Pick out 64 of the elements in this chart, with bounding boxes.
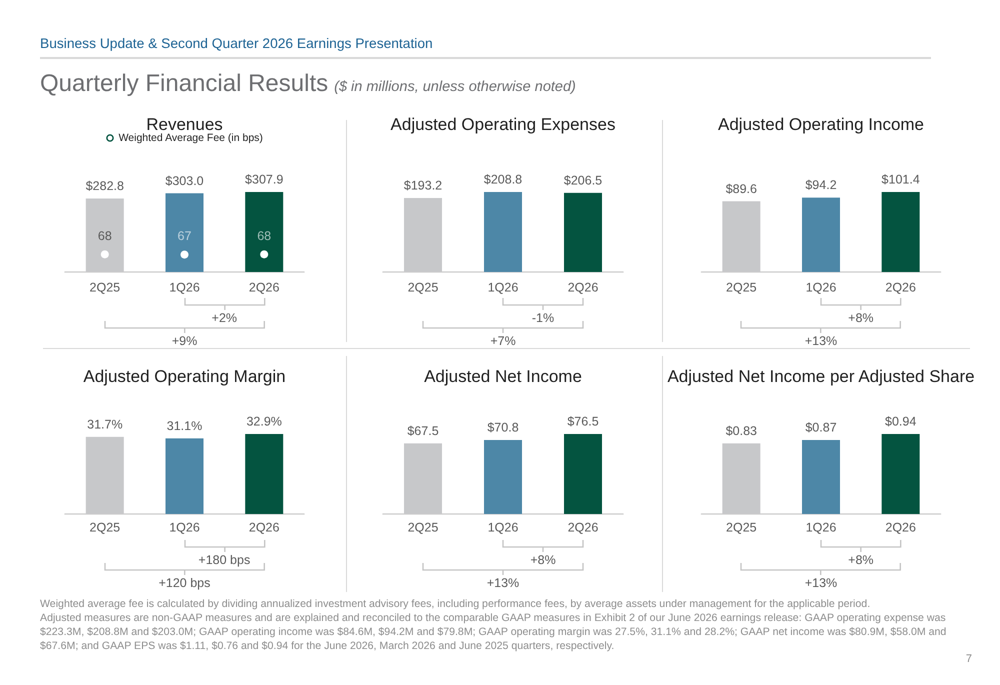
text: +13% bbox=[804, 576, 838, 590]
data-label: $101.4 bbox=[882, 172, 920, 186]
x-tick-label: 2Q26 bbox=[568, 280, 598, 294]
x-tick-label: 2Q26 bbox=[885, 520, 916, 534]
x-tick-label: 2Q25 bbox=[726, 280, 757, 294]
text: +8% bbox=[848, 311, 874, 325]
x-tick-label: 1Q26 bbox=[806, 280, 836, 294]
text: -1% bbox=[532, 311, 554, 325]
data-label: 31.1% bbox=[166, 418, 202, 433]
text: +2% bbox=[212, 311, 238, 325]
data-label: 68 bbox=[257, 228, 272, 243]
chart-title: Adjusted Net Income bbox=[424, 367, 582, 386]
data-label: $89.6 bbox=[726, 182, 758, 196]
x-tick-label: 2Q25 bbox=[90, 280, 120, 294]
x-tick-label: 2Q26 bbox=[248, 520, 280, 534]
chart-title: Revenues bbox=[146, 115, 223, 134]
data-label: $307.9 bbox=[245, 172, 284, 186]
data-label: $193.2 bbox=[404, 178, 442, 192]
x-tick-label: 2Q25 bbox=[90, 520, 120, 534]
data-label: $206.5 bbox=[564, 173, 602, 188]
text: +120 bps bbox=[158, 576, 210, 590]
data-label: $0.94 bbox=[885, 414, 916, 428]
text: +8% bbox=[848, 553, 874, 567]
data-label: $76.5 bbox=[567, 414, 599, 428]
text: Business Update & Second Quarter 2026 Earnings Presentation bbox=[40, 36, 433, 51]
data-label: $303.0 bbox=[165, 174, 204, 188]
text: ($ in millions, unless otherwise noted) bbox=[334, 79, 576, 95]
text: Weighted average fee is calculated by dividing annualized investment advisory fees, including performance fees, by average assets under management for the applicable period. bbox=[40, 597, 872, 611]
x-tick-label: 1Q26 bbox=[169, 520, 200, 534]
chart-title: Adjusted Operating Income bbox=[718, 115, 924, 134]
data-label: $282.8 bbox=[86, 179, 124, 194]
x-tick-label: 2Q25 bbox=[726, 520, 757, 534]
text: +13% bbox=[804, 334, 838, 348]
x-tick-label: 1Q26 bbox=[806, 520, 836, 534]
data-label: 67 bbox=[178, 229, 192, 244]
data-label: $67.5 bbox=[407, 424, 439, 438]
text: Adjusted measures are non-GAAP measures and are explained and reconciled to the comparable GAAP measures in Exhibit 2 of our June 2026 earnings release: GAAP operating expense was $223.3M, $208.8M and $203.0M; GAAP operating income was $84.6M, $94.2M and $79.8M; GAAP operating margin was 27.5%, 31.1% and 28.2%; GAAP net income was $80.9M, $58.0M and $67.6M; and GAAP EPS was $1.11, $0.76 and $0.94 for the June 2026, March 2026 and June 2025 quarters, respectively. bbox=[40, 611, 948, 653]
data-label: 31.7% bbox=[87, 417, 123, 432]
text: +13% bbox=[486, 576, 520, 590]
text: +9% bbox=[172, 334, 198, 348]
x-tick-label: 2Q25 bbox=[408, 520, 438, 534]
data-label: $208.8 bbox=[484, 172, 522, 186]
text: Weighted Average Fee (in bps) bbox=[118, 132, 263, 144]
x-tick-label: 2Q26 bbox=[885, 280, 916, 294]
data-label: $0.87 bbox=[805, 420, 837, 434]
chart-title: Adjusted Operating Margin bbox=[83, 367, 286, 386]
x-tick-label: 1Q26 bbox=[488, 280, 518, 294]
data-label: $70.8 bbox=[487, 420, 519, 434]
data-label: $0.83 bbox=[726, 424, 758, 438]
data-label: 68 bbox=[98, 228, 112, 243]
chart-title: Adjusted Net Income per Adjusted Share bbox=[667, 367, 975, 386]
x-tick-label: 1Q26 bbox=[169, 280, 200, 294]
text: 7 bbox=[966, 653, 972, 665]
data-label: 32.9% bbox=[246, 414, 282, 428]
x-tick-label: 1Q26 bbox=[488, 520, 518, 534]
x-tick-label: 2Q26 bbox=[568, 520, 598, 534]
text: Quarterly Financial Results bbox=[40, 70, 328, 97]
text: +180 bps bbox=[198, 553, 250, 567]
x-tick-label: 2Q25 bbox=[408, 280, 438, 294]
text: +7% bbox=[490, 334, 516, 348]
text: +8% bbox=[530, 553, 556, 567]
data-label: $94.2 bbox=[805, 178, 837, 192]
chart-title: Adjusted Operating Expenses bbox=[390, 115, 616, 134]
x-tick-label: 2Q26 bbox=[248, 280, 280, 294]
